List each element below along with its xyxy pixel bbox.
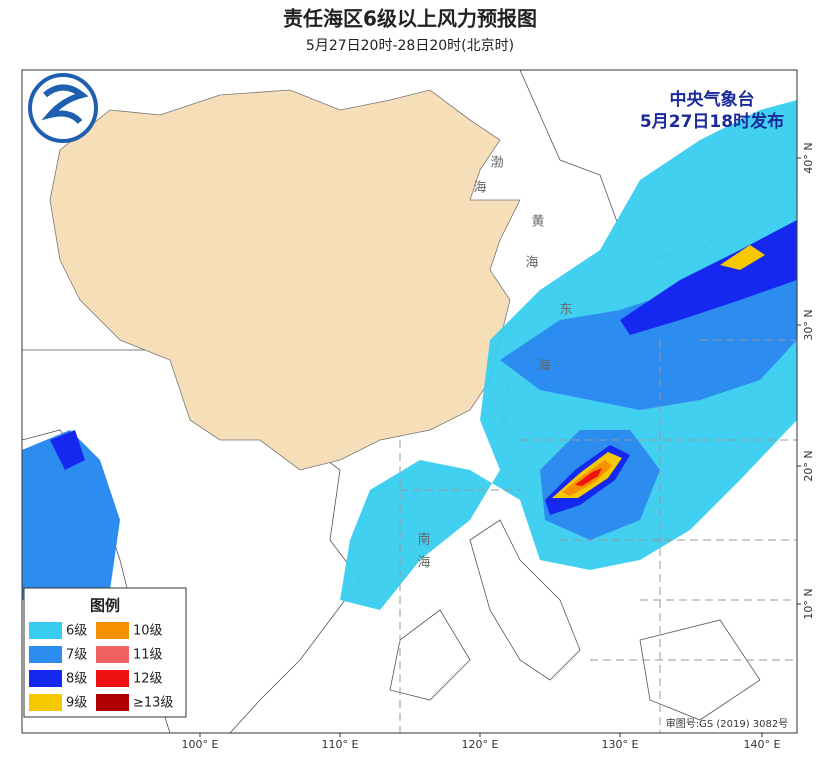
logo <box>28 73 98 143</box>
title: 责任海区6级以上风力预报图 <box>283 7 537 31</box>
sea-label: 东 <box>559 303 572 318</box>
lon-label: 140° E <box>744 738 781 751</box>
legend-swatch <box>96 622 129 639</box>
lon-label: 120° E <box>462 738 499 751</box>
legend-label: 6级 <box>66 624 87 639</box>
legend-swatch <box>29 646 62 663</box>
legend-swatch <box>29 622 62 639</box>
lon-label: 110° E <box>322 738 359 751</box>
sea-label: 海 <box>473 181 486 196</box>
legend-label: 12级 <box>133 672 163 687</box>
issued-time: 5月27日18时发布 <box>640 111 784 132</box>
agency: 中央气象台 <box>670 89 755 110</box>
lat-label: 30° N <box>802 309 815 340</box>
lon-label: 100° E <box>182 738 219 751</box>
sea-label: 渤 <box>490 155 503 171</box>
lat-label: 40° N <box>802 142 815 173</box>
map <box>22 70 797 733</box>
sea-label: 海 <box>417 556 430 571</box>
map-frame <box>21 69 798 734</box>
sea-label: 海 <box>525 256 538 271</box>
legend-label: 11级 <box>133 648 163 663</box>
subtitle: 5月27日20时-28日20时(北京时) <box>306 38 514 54</box>
legend-swatch <box>29 670 62 687</box>
sea-label: 南 <box>417 532 430 548</box>
approval-number: 审图号:GS (2019) 3082号 <box>666 717 789 730</box>
legend-label: 7级 <box>66 648 87 663</box>
legend-swatch <box>96 694 129 711</box>
legend: 图例 6级 7级 8级 9级 10级 11级 12级 ≥13级 <box>23 587 187 718</box>
lat-label: 20° N <box>802 450 815 481</box>
legend-label: ≥13级 <box>133 696 173 711</box>
lon-label: 130° E <box>602 738 639 751</box>
legend-swatch <box>96 646 129 663</box>
legend-label: 8级 <box>66 672 87 687</box>
legend-label: 10级 <box>133 624 163 639</box>
legend-label: 9级 <box>66 696 87 711</box>
lat-label: 10° N <box>802 588 815 619</box>
legend-swatch <box>96 670 129 687</box>
sea-label: 黄 <box>531 215 544 230</box>
legend-title: 图例 <box>90 597 120 615</box>
legend-swatch <box>29 694 62 711</box>
sea-label: 海 <box>537 359 550 374</box>
